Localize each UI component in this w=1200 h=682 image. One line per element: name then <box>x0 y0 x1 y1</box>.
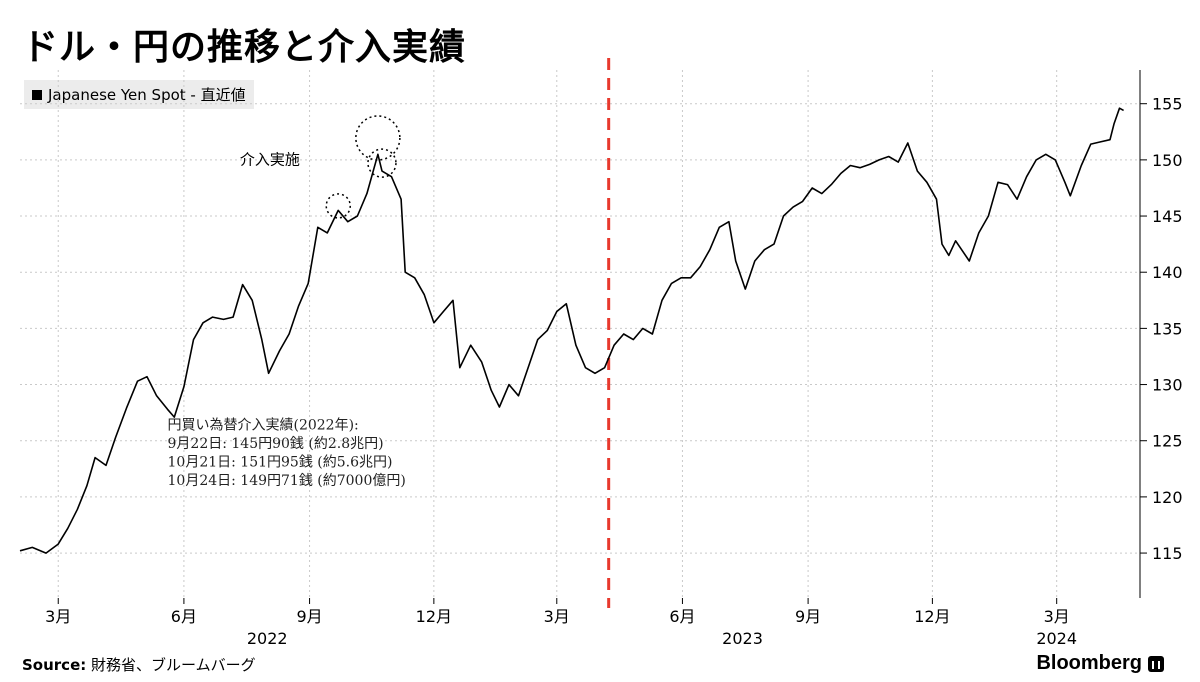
series-line <box>19 107 1124 554</box>
source-label: Source: <box>22 656 87 674</box>
legend-label: Japanese Yen Spot - 直近値 <box>48 86 246 104</box>
x-tick-label: 9月 <box>795 607 821 626</box>
source-text: 財務省、ブルームバーグ <box>86 656 256 674</box>
x-tick-label: 6月 <box>171 607 197 626</box>
bloomberg-icon <box>1148 655 1164 672</box>
intervention-note-line: 10月24日: 149円71銭 (約7000億円) <box>168 473 406 489</box>
x-tick-label: 9月 <box>296 607 322 626</box>
x-tick-label: 3月 <box>1044 607 1070 626</box>
y-tick-label: 145 <box>1152 207 1183 226</box>
intervention-circle <box>367 148 397 178</box>
bloomberg-logo: Bloomberg <box>1036 652 1164 675</box>
x-tick-label: 12月 <box>914 607 950 626</box>
y-axis: 115 120 125 130 135 140 145 150 155 <box>1139 70 1183 598</box>
x-tick-label: 3月 <box>544 607 570 626</box>
intervention-circle <box>355 115 401 161</box>
x-axis: 3月 6月 9月 12月 3月 6月 9月 12月 3月 2022 2023 2024 <box>45 598 1077 648</box>
y-tick-label: 115 <box>1152 544 1183 563</box>
x-tick-label: 3月 <box>45 607 71 626</box>
x-tick-label: 6月 <box>669 607 695 626</box>
intervention-note-line: 9月22日: 145円90銭 (約2.8兆円) <box>168 436 384 452</box>
legend-swatch <box>32 89 42 100</box>
y-tick-label: 140 <box>1152 263 1183 282</box>
y-tick-label: 155 <box>1152 95 1183 114</box>
intervention-circle <box>325 193 351 219</box>
grid-lines <box>20 70 1140 598</box>
y-tick-label: 150 <box>1152 151 1183 170</box>
intervention-note-line: 円買い為替介入実績(2022年): <box>168 417 359 433</box>
brand-name: Bloomberg <box>1036 652 1142 674</box>
y-tick-label: 135 <box>1152 319 1183 338</box>
intervention-label: 介入実施 <box>240 150 300 168</box>
chart-title: ドル・円の推移と介入実績 <box>22 26 467 68</box>
x-tick-label: 12月 <box>416 607 452 626</box>
x-year-label: 2023 <box>722 629 763 648</box>
y-tick-label: 120 <box>1152 488 1183 507</box>
y-tick-label: 125 <box>1152 432 1183 451</box>
source-note: Source: 財務省、ブルームバーグ <box>22 654 256 675</box>
intervention-note-line: 10月21日: 151円95銭 (約5.6兆円) <box>168 454 393 470</box>
x-year-label: 2022 <box>247 629 288 648</box>
series-group <box>19 107 1124 554</box>
x-year-label: 2024 <box>1036 629 1077 648</box>
y-tick-label: 130 <box>1152 376 1183 395</box>
